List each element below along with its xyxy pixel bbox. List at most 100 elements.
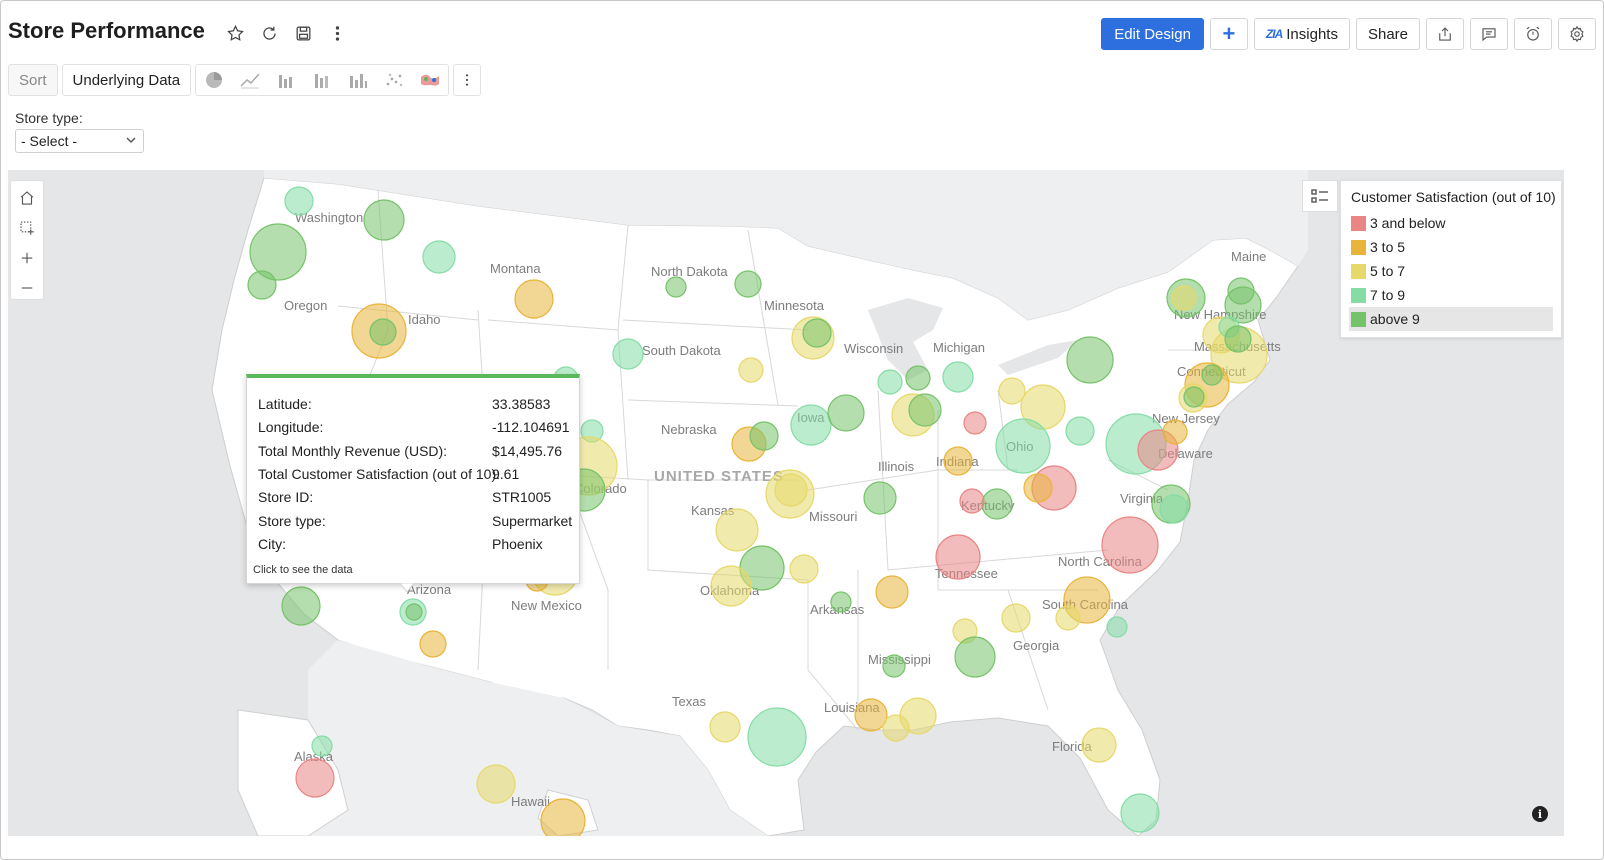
zoom-in-icon[interactable] xyxy=(16,247,38,269)
legend-item-above9[interactable]: above 9 xyxy=(1349,307,1553,331)
legend-item-7to9[interactable]: 7 to 9 xyxy=(1349,283,1553,307)
add-button[interactable]: + xyxy=(1209,18,1248,50)
store-bubble[interactable] xyxy=(665,276,687,298)
comment-button[interactable] xyxy=(1470,18,1508,50)
store-bubble[interactable] xyxy=(419,630,447,658)
store-bubble[interactable] xyxy=(899,697,937,735)
store-bubble[interactable] xyxy=(1106,616,1128,638)
legend-label: 3 and below xyxy=(1370,215,1446,231)
store-bubble[interactable] xyxy=(877,369,903,395)
store-type-select[interactable]: - Select - xyxy=(15,129,144,153)
line-chart-icon[interactable] xyxy=(238,70,262,90)
store-bubble[interactable] xyxy=(747,707,807,767)
store-bubble[interactable] xyxy=(1159,494,1189,524)
stacked-bar-icon[interactable] xyxy=(310,70,334,90)
store-bubble[interactable] xyxy=(905,365,931,391)
store-bubble[interactable] xyxy=(954,636,996,678)
store-bubble[interactable] xyxy=(540,798,586,836)
state-label: Washington xyxy=(295,210,364,225)
store-bubble[interactable] xyxy=(1065,416,1095,446)
store-bubble[interactable] xyxy=(612,338,644,370)
store-bubble[interactable] xyxy=(802,318,832,348)
home-icon[interactable] xyxy=(16,187,38,209)
store-bubble[interactable] xyxy=(1224,325,1252,353)
more-vertical-icon[interactable] xyxy=(326,22,348,44)
store-bubble[interactable] xyxy=(1055,605,1081,631)
store-bubble[interactable] xyxy=(738,357,764,383)
store-bubble[interactable] xyxy=(1023,473,1053,503)
box-zoom-icon[interactable] xyxy=(16,217,38,239)
store-bubble[interactable] xyxy=(1101,516,1159,574)
pie-chart-icon[interactable] xyxy=(202,70,226,90)
legend-toggle-button[interactable] xyxy=(1302,180,1338,212)
store-bubble[interactable] xyxy=(284,186,314,216)
store-bubble[interactable] xyxy=(476,764,516,804)
store-bubble[interactable] xyxy=(1183,386,1205,408)
scatter-icon[interactable] xyxy=(382,70,406,90)
store-bubble[interactable] xyxy=(1224,286,1262,324)
store-bubble[interactable] xyxy=(715,508,759,552)
refresh-icon[interactable] xyxy=(258,22,280,44)
insights-button[interactable]: ZIA Insights xyxy=(1253,18,1350,50)
save-icon[interactable] xyxy=(292,22,314,44)
store-bubble[interactable] xyxy=(369,318,397,346)
store-bubble[interactable] xyxy=(981,488,1013,520)
store-bubble[interactable] xyxy=(1162,419,1188,445)
store-bubble[interactable] xyxy=(1081,727,1117,763)
column-chart-icon[interactable] xyxy=(346,70,370,90)
store-bubble[interactable] xyxy=(295,758,335,798)
tooltip-hint[interactable]: Click to see the data xyxy=(253,564,353,576)
store-bubble[interactable] xyxy=(1120,793,1160,833)
store-bubble[interactable] xyxy=(830,591,852,613)
store-bubble[interactable] xyxy=(1066,336,1114,384)
store-bubble[interactable] xyxy=(863,481,897,515)
store-bubble[interactable] xyxy=(963,411,987,435)
store-bubble[interactable] xyxy=(790,404,832,446)
store-bubble[interactable] xyxy=(1001,603,1031,633)
store-bubble[interactable] xyxy=(281,586,321,626)
store-bubble[interactable] xyxy=(1201,364,1223,386)
store-bubble[interactable] xyxy=(882,654,906,678)
legend-item-5to7[interactable]: 5 to 7 xyxy=(1349,259,1553,283)
store-bubble[interactable] xyxy=(247,270,277,300)
store-bubble[interactable] xyxy=(774,473,808,507)
store-bubble[interactable] xyxy=(363,199,405,241)
store-bubble[interactable] xyxy=(709,711,741,743)
store-bubble[interactable] xyxy=(710,565,752,607)
store-bubble[interactable] xyxy=(311,735,333,757)
store-bubble[interactable] xyxy=(875,575,909,609)
store-bubble[interactable] xyxy=(995,418,1051,474)
store-bubble[interactable] xyxy=(514,279,554,319)
store-bubble[interactable] xyxy=(405,603,423,621)
store-bubble[interactable] xyxy=(959,488,985,514)
map-area[interactable]: Washington Montana North Dakota Minnesota Or… xyxy=(8,170,1564,836)
store-bubble[interactable] xyxy=(854,698,888,732)
store-bubble[interactable] xyxy=(908,393,942,427)
store-bubble[interactable] xyxy=(943,446,973,476)
info-icon[interactable]: i xyxy=(1532,806,1548,822)
share-button[interactable]: Share xyxy=(1355,18,1420,50)
zoom-out-icon[interactable] xyxy=(16,277,38,299)
store-bubble[interactable] xyxy=(749,421,779,451)
store-bubble[interactable] xyxy=(998,377,1026,405)
sort-button[interactable]: Sort xyxy=(8,64,58,96)
star-icon[interactable] xyxy=(224,22,246,44)
legend-item-3andbelow[interactable]: 3 and below xyxy=(1349,211,1553,235)
more-chart-options[interactable] xyxy=(453,64,482,96)
settings-button[interactable] xyxy=(1558,18,1596,50)
alarm-button[interactable] xyxy=(1514,18,1552,50)
store-bubble[interactable] xyxy=(827,394,865,432)
legend-item-3to5[interactable]: 3 to 5 xyxy=(1349,235,1553,259)
store-bubble[interactable] xyxy=(1171,285,1197,311)
store-bubble[interactable] xyxy=(734,270,762,298)
store-bubble[interactable] xyxy=(942,361,974,393)
export-button[interactable] xyxy=(1426,18,1464,50)
store-bubble[interactable] xyxy=(422,240,456,274)
store-bubble[interactable] xyxy=(935,534,981,580)
bar-chart-icon[interactable] xyxy=(274,70,298,90)
edit-design-button[interactable]: Edit Design xyxy=(1101,18,1204,50)
store-bubble[interactable] xyxy=(249,223,307,281)
map-chart-icon[interactable] xyxy=(418,70,442,90)
underlying-data-button[interactable]: Underlying Data xyxy=(61,64,192,96)
store-bubble[interactable] xyxy=(789,554,819,584)
